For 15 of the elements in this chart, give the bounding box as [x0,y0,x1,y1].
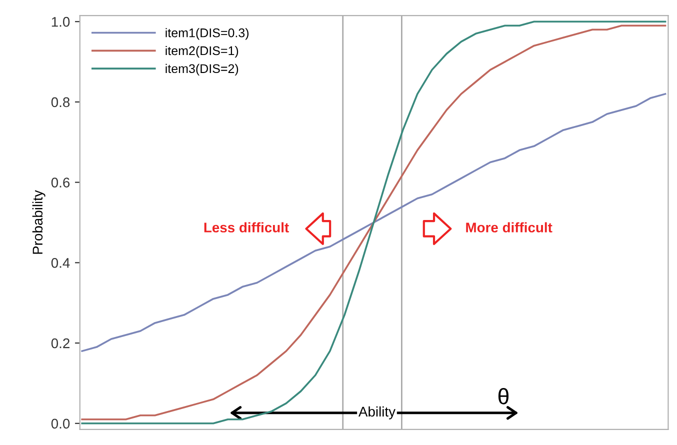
y-tick-label: 1.0 [52,16,70,27]
y-tick-label: 0.4 [51,258,70,268]
annotation: θ [498,388,508,404]
y-tick-label: 0.2 [51,338,70,348]
legend-label: item1(DIS=0.3) [166,28,249,40]
y-tick-label: 0.8 [51,97,70,108]
annotation: Less difficult [204,222,289,232]
y-axis-title: Probability [32,190,46,254]
legend-label: item3(DIS=2) [166,64,238,76]
line-series [81,93,666,352]
y-tick-label: 0.6 [51,178,70,188]
y-tick-label: 0.0 [51,418,70,429]
annotation: Ability [358,406,396,420]
annotation: More difficult [466,222,552,232]
legend-label: item2(DIS=1) [166,46,238,58]
